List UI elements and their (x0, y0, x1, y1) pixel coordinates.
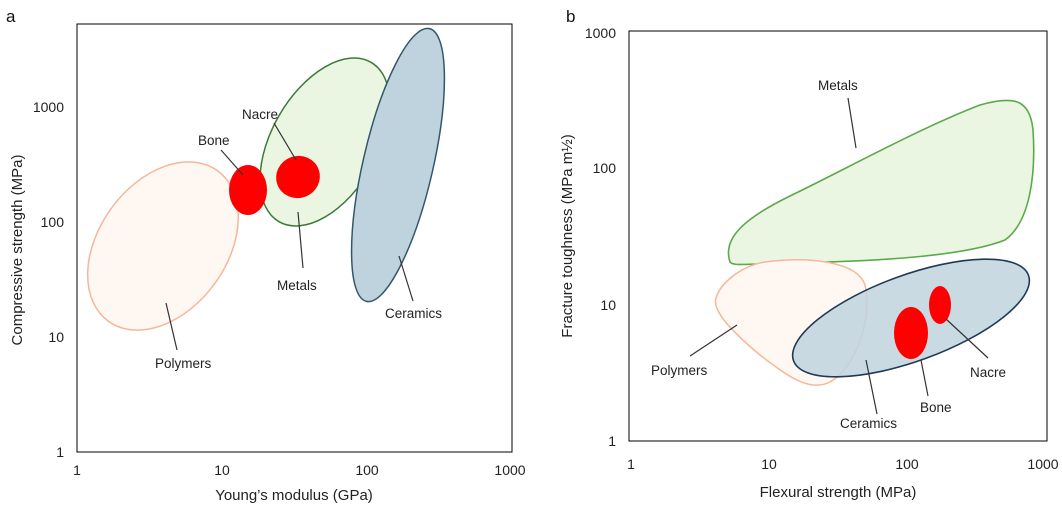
panel-a-label-ceramics: Ceramics (385, 306, 442, 321)
panel-a-ytick-1000: 1000 (33, 99, 64, 115)
panel-b-leader-metals (847, 97, 857, 149)
panel-b-letter: b (566, 7, 575, 26)
panel-b-plot-frame (628, 30, 1048, 442)
panel-a-x-ticks: 1 10 100 1000 (73, 462, 526, 478)
panel-b-ytick-1000: 1000 (585, 25, 616, 41)
panel-a-ytick-1: 1 (56, 444, 64, 460)
panel-a-leader-ceramics (398, 255, 414, 302)
panel-b-xtick-100: 100 (895, 456, 919, 472)
panel-b-region-metals (727, 99, 1035, 266)
panel-b-y-ticks: 1 10 100 1000 (585, 25, 616, 449)
panel-a-x-axis-label: Young’s modulus (GPa) (215, 487, 373, 504)
panel-b-region-nacre (929, 286, 951, 324)
panel-a-label-polymers: Polymers (155, 356, 212, 371)
panel-a-y-axis-label: Compressive strength (MPa) (9, 155, 26, 346)
panel-a-label-metals: Metals (277, 278, 317, 293)
panel-a-xtick-100: 100 (355, 462, 379, 478)
panel-b-x-axis-label: Flexural strength (MPa) (760, 484, 917, 501)
panel-a-y-ticks: 1 10 100 1000 (33, 99, 64, 460)
panel-a-xtick-10: 10 (214, 462, 230, 478)
panel-b-leader-ceramics (865, 359, 878, 415)
panel-b-leader-nacre (945, 318, 989, 359)
panel-a-region-ceramics (350, 27, 446, 303)
panel-b-xtick-10: 10 (761, 456, 777, 472)
panel-a-label-nacre: Nacre (242, 107, 278, 122)
panel-a-leader-metals (297, 211, 304, 269)
panel-a: a Bone Nacre Metals Ceramics Polymers 1 (6, 7, 526, 504)
panel-a-region-polymers (86, 161, 240, 331)
panel-a-xtick-1000: 1000 (494, 462, 525, 478)
panel-b-ytick-10: 10 (600, 297, 616, 313)
panel-b-regions (714, 99, 1035, 386)
panel-b-label-ceramics: Ceramics (840, 416, 897, 431)
panel-b-ytick-1: 1 (608, 433, 616, 449)
panel-b-xtick-1000: 1000 (1027, 456, 1058, 472)
panel-a-plot-frame (76, 23, 513, 453)
panel-b-x-ticks: 1 10 100 1000 (627, 456, 1059, 472)
panel-a-leaders (165, 122, 414, 351)
panel-b-y-axis-label: Fracture toughness (MPa m½) (559, 134, 576, 337)
panel-b-leader-polymers (689, 324, 738, 357)
panel-b-label-nacre: Nacre (970, 365, 1006, 380)
panel-b-ytick-100: 100 (593, 160, 617, 176)
panel-b-leader-bone (920, 359, 929, 397)
panel-b-label-bone: Bone (920, 400, 952, 415)
panel-b-label-polymers: Polymers (651, 363, 708, 378)
panel-a-region-bone (229, 165, 267, 215)
panel-b-region-bone (894, 307, 928, 359)
panel-a-ytick-100: 100 (41, 214, 65, 230)
panel-b-leaders (689, 97, 989, 415)
panel-b-label-metals: Metals (818, 78, 858, 93)
panel-a-leader-nacre (273, 122, 297, 161)
panel-a-label-bone: Bone (198, 133, 230, 148)
panel-a-region-nacre (276, 155, 320, 199)
panel-a-leader-bone (220, 149, 244, 176)
panel-a-leader-polymers (165, 302, 178, 351)
panel-a-ytick-10: 10 (48, 329, 64, 345)
panel-a-regions (86, 27, 446, 331)
panel-a-letter: a (6, 7, 16, 26)
panel-b: b Metals Polymers Ceramics Bone Nacre (559, 7, 1059, 501)
panel-a-xtick-1: 1 (73, 462, 81, 478)
panel-b-xtick-1: 1 (627, 456, 635, 472)
